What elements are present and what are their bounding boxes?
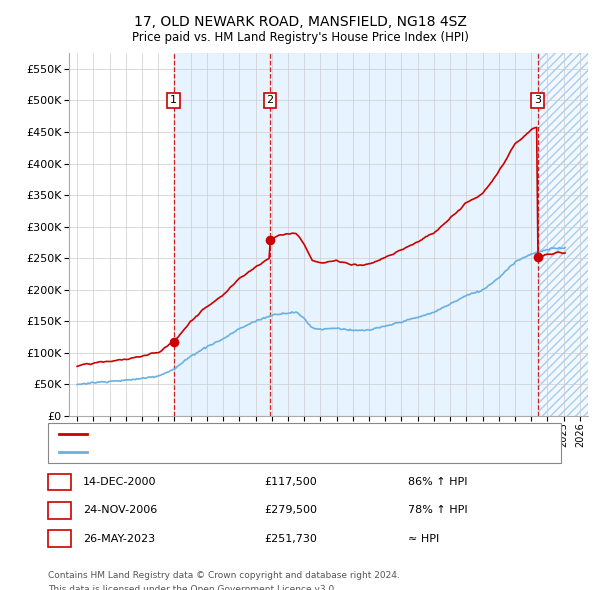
Text: Contains HM Land Registry data © Crown copyright and database right 2024.: Contains HM Land Registry data © Crown c… — [48, 571, 400, 579]
Text: HPI: Average price, detached house, Mansfield: HPI: Average price, detached house, Mans… — [91, 447, 334, 457]
Bar — [538, 53, 588, 416]
Text: £117,500: £117,500 — [264, 477, 317, 487]
Text: £279,500: £279,500 — [264, 506, 317, 515]
Text: 1: 1 — [170, 96, 177, 106]
Bar — [538, 53, 588, 416]
Text: 17, OLD NEWARK ROAD, MANSFIELD, NG18 4SZ (detached house): 17, OLD NEWARK ROAD, MANSFIELD, NG18 4SZ… — [91, 429, 435, 439]
Text: 26-MAY-2023: 26-MAY-2023 — [83, 534, 155, 543]
Text: 3: 3 — [56, 534, 63, 543]
Text: Price paid vs. HM Land Registry's House Price Index (HPI): Price paid vs. HM Land Registry's House … — [131, 31, 469, 44]
Text: This data is licensed under the Open Government Licence v3.0.: This data is licensed under the Open Gov… — [48, 585, 337, 590]
Text: ≈ HPI: ≈ HPI — [408, 534, 439, 543]
Text: 14-DEC-2000: 14-DEC-2000 — [83, 477, 156, 487]
Text: 24-NOV-2006: 24-NOV-2006 — [83, 506, 157, 515]
Text: 2: 2 — [56, 506, 63, 515]
Text: 86% ↑ HPI: 86% ↑ HPI — [408, 477, 467, 487]
Bar — [174, 53, 270, 416]
Text: 78% ↑ HPI: 78% ↑ HPI — [408, 506, 467, 515]
Text: 2: 2 — [266, 96, 274, 106]
Text: 3: 3 — [534, 96, 541, 106]
Text: 17, OLD NEWARK ROAD, MANSFIELD, NG18 4SZ: 17, OLD NEWARK ROAD, MANSFIELD, NG18 4SZ — [134, 15, 466, 29]
Text: £251,730: £251,730 — [264, 534, 317, 543]
Text: 1: 1 — [56, 477, 63, 487]
Bar — [270, 53, 538, 416]
